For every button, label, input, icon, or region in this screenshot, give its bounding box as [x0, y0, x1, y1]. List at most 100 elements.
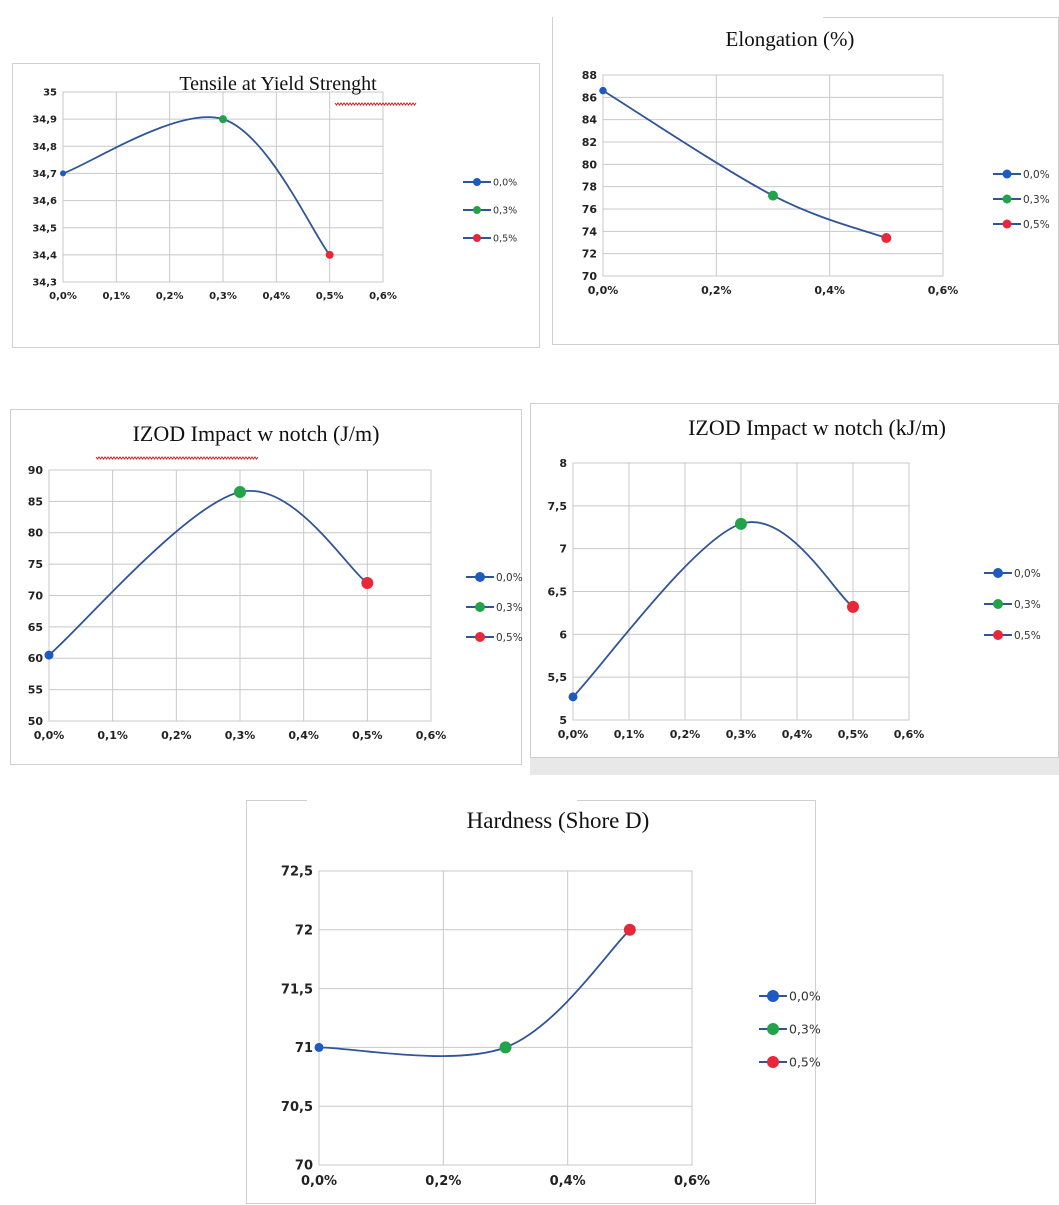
x-tick-label: 0,0% [558, 728, 589, 741]
x-tick-label: 0,1% [614, 728, 645, 741]
y-tick-label: 82 [582, 136, 597, 149]
chart-title: IZOD Impact w notch (J/m) [133, 421, 380, 446]
spellcheck-underline [95, 456, 259, 460]
legend-marker [767, 1023, 779, 1035]
x-tick-label: 0,4% [550, 1174, 586, 1189]
y-tick-label: 7,5 [548, 500, 568, 513]
y-tick-label: 5,5 [548, 671, 568, 684]
legend-label: 0,0% [496, 572, 523, 584]
legend-label: 0,5% [1023, 219, 1050, 231]
plot-area [318, 870, 693, 1166]
legend-marker [475, 602, 485, 612]
y-tick-label: 88 [582, 69, 597, 82]
y-tick-label: 60 [28, 652, 44, 665]
y-tick-label: 35 [43, 88, 57, 99]
x-tick-label: 0,3% [209, 291, 237, 302]
x-tick-label: 0,2% [425, 1174, 461, 1189]
y-tick-label: 72,5 [281, 865, 313, 880]
legend-label: 0,0% [789, 989, 821, 1004]
x-tick-label: 0,3% [726, 728, 757, 741]
legend-label: 0,3% [493, 206, 517, 217]
legend-marker [473, 206, 481, 214]
plot-area [572, 462, 910, 721]
series-line [602, 89, 887, 239]
y-tick-label: 55 [28, 684, 43, 697]
y-tick-label: 76 [582, 203, 598, 216]
x-tick-label: 0,1% [102, 291, 130, 302]
x-tick-label: 0,2% [701, 284, 732, 297]
y-tick-label: 90 [28, 464, 44, 477]
y-tick-label: 34,3 [32, 278, 57, 289]
y-tick-label: 34,4 [32, 250, 57, 261]
legend-label: 0,0% [1023, 169, 1050, 181]
data-point-0 [599, 86, 607, 95]
x-tick-label: 0,2% [161, 729, 192, 742]
data-point-2 [623, 923, 636, 936]
legend-label: 0,5% [496, 632, 523, 644]
y-tick-label: 71 [295, 1041, 313, 1056]
data-point-0 [60, 170, 66, 177]
data-point-1 [768, 190, 778, 201]
chart-tensile-yield: 34,3 34,4 34,5 34,6 34,7 34,8 34,9 35 0,0% 0,1% 0,… [12, 63, 540, 348]
title-frame-gap [553, 16, 823, 20]
x-tick-label: 0,6% [416, 729, 447, 742]
data-point-1 [219, 115, 227, 124]
x-tick-label: 0,4% [782, 728, 813, 741]
y-tick-label: 34,9 [32, 115, 57, 126]
legend-label: 0,3% [1014, 599, 1041, 611]
series-line [48, 489, 368, 656]
x-tick-label: 0,6% [674, 1174, 710, 1189]
y-tick-label: 70 [28, 589, 44, 602]
legend-label: 0,0% [1014, 568, 1041, 580]
chart-title: Tensile at Yield Strenght [179, 73, 377, 95]
x-tick-label: 0,2% [156, 291, 184, 302]
chart-izod-kjm: 5 5,5 6 6,5 7 7,5 8 0,0% 0,1% 0,2% 0,3% 0,4% 0,5% 0,6… [530, 403, 1059, 758]
y-tick-label: 50 [28, 715, 44, 728]
y-tick-label: 5 [559, 714, 567, 727]
legend-marker [993, 630, 1003, 640]
legend-marker [475, 572, 485, 582]
y-tick-label: 80 [582, 158, 598, 171]
y-tick-label: 8 [559, 457, 567, 470]
plot-area [48, 469, 432, 722]
legend-label: 0,5% [789, 1055, 821, 1070]
legend-marker [1002, 219, 1012, 229]
legend-label: 0,3% [1023, 194, 1050, 206]
y-tick-label: 72 [295, 923, 313, 938]
x-tick-label: 0,5% [316, 291, 344, 302]
y-tick-label: 6 [559, 628, 567, 641]
plot-area [62, 91, 384, 283]
legend-label: 0,3% [789, 1022, 821, 1037]
x-tick-label: 0,4% [262, 291, 290, 302]
y-tick-label: 34,5 [32, 223, 57, 234]
y-tick-label: 84 [582, 114, 598, 127]
y-tick-label: 71,5 [281, 982, 313, 997]
y-tick-label: 65 [28, 621, 43, 634]
y-tick-label: 34,8 [32, 142, 57, 153]
y-tick-label: 78 [582, 181, 597, 194]
x-tick-label: 0,6% [894, 728, 925, 741]
chart-hardness-svg: 70 70,5 71 71,5 72 72,5 0,0% 0,2% 0,4% 0,6% Hardne… [281, 799, 821, 1189]
chart-izod-jm: 50 55 60 65 70 75 80 85 90 0,0% 0,1% 0,2% 0,3% 0,4% 0,… [10, 409, 523, 765]
data-point-1 [735, 517, 747, 530]
data-point-0 [44, 650, 54, 660]
x-tick-label: 0,6% [369, 291, 397, 302]
chart-title: Elongation (%) [726, 27, 855, 51]
x-tick-label: 0,0% [588, 284, 619, 297]
x-tick-label: 0,5% [838, 728, 869, 741]
chart-title: Hardness (Shore D) [467, 808, 650, 833]
data-point-1 [234, 485, 246, 498]
legend-marker [1002, 194, 1012, 204]
series-line [318, 929, 631, 1057]
data-point-0 [314, 1042, 324, 1052]
legend-label: 0,0% [493, 178, 517, 189]
gray-strip [530, 758, 1059, 775]
x-tick-label: 0,4% [288, 729, 319, 742]
y-tick-label: 72 [582, 248, 597, 261]
plot-area [602, 74, 944, 277]
chart-elongation-svg: 70 72 74 76 78 80 82 84 86 88 0,0% 0,2% 0,4% 0,6% Elon… [553, 16, 1050, 297]
chart-elongation: 70 72 74 76 78 80 82 84 86 88 0,0% 0,2% 0,4% 0,6% Elon… [552, 16, 1059, 345]
chart-tensile-yield-svg: 34,3 34,4 34,5 34,6 34,7 34,8 34,9 35 0,0% 0,1% 0,… [32, 73, 517, 302]
y-tick-label: 74 [582, 225, 598, 238]
legend-marker [767, 1056, 779, 1068]
